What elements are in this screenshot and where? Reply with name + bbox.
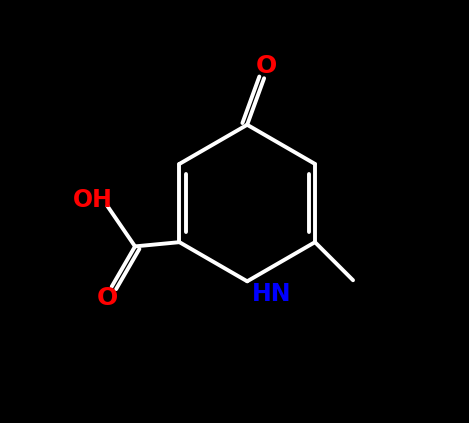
Text: O: O [256,55,277,78]
Text: HN: HN [251,282,291,306]
Text: OH: OH [73,188,113,212]
Text: O: O [97,286,118,310]
